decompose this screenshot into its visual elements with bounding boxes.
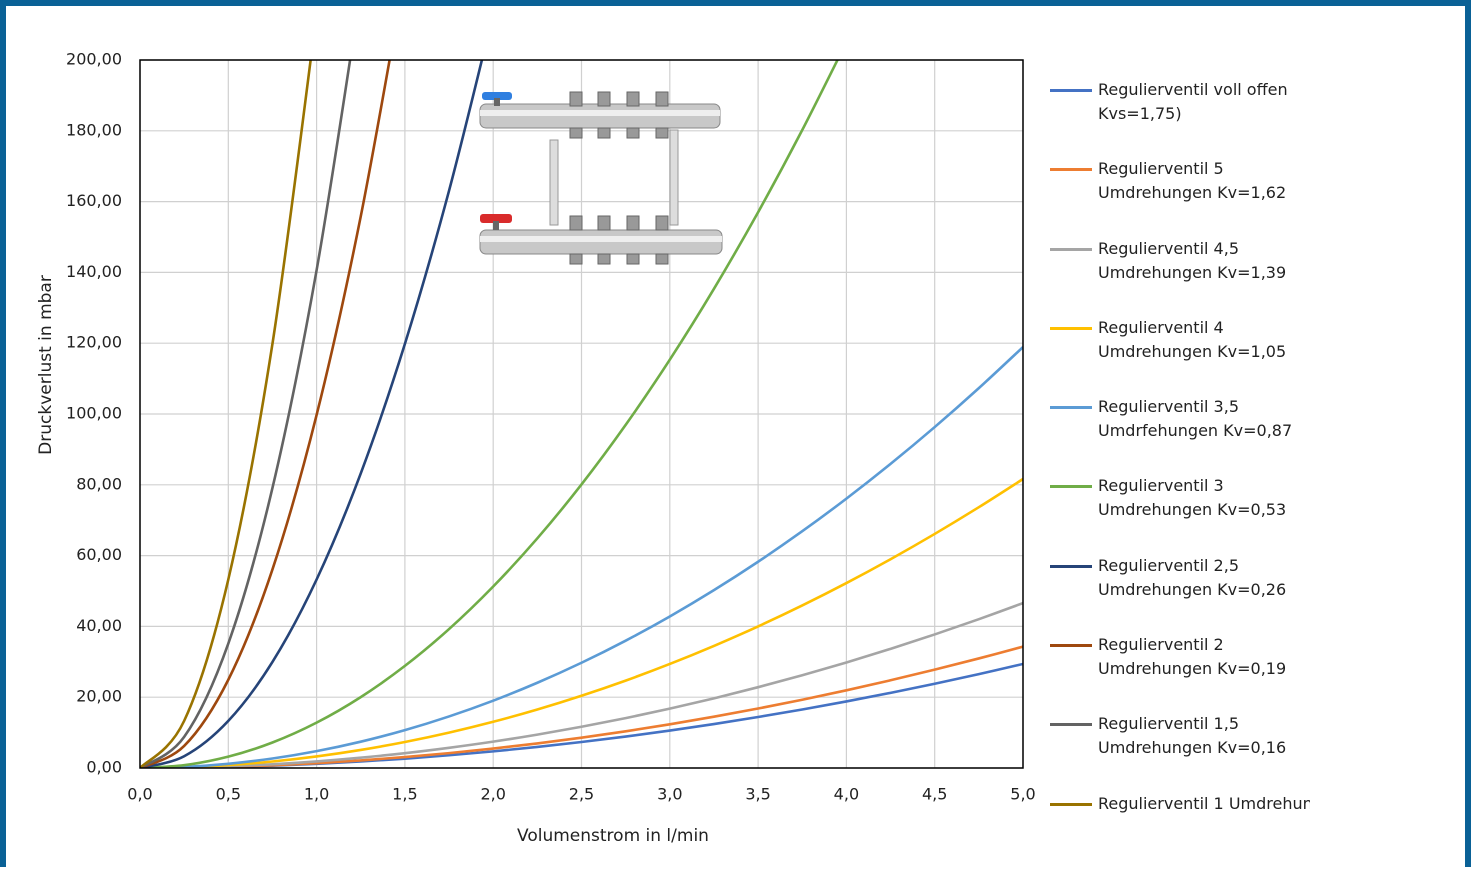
- legend-item: Regulierventil voll offen Kvs=1,75): [1050, 78, 1310, 157]
- legend-swatch: [1050, 564, 1092, 568]
- x-tick-label: 4,0: [834, 785, 859, 804]
- legend-label: Regulierventil 4 Umdrehungen Kv=1,05: [1098, 317, 1287, 361]
- y-tick-label: 80,00: [76, 474, 122, 493]
- y-tick-label: 160,00: [66, 191, 122, 210]
- legend-swatch: [1050, 247, 1092, 251]
- legend-swatch: [1050, 326, 1092, 330]
- manifold-image: [479, 91, 723, 265]
- x-tick-label: 0,0: [127, 785, 152, 804]
- series-line: [140, 346, 1023, 768]
- x-tick-label: 2,0: [480, 785, 505, 804]
- x-tick-label: 2,5: [569, 785, 594, 804]
- plot-lines: [140, 60, 1023, 768]
- y-tick-label: 20,00: [76, 687, 122, 706]
- legend-swatch: [1050, 89, 1092, 92]
- y-tick-label: 60,00: [76, 545, 122, 564]
- plot-frame: [139, 59, 1024, 769]
- legend-item: Regulierventil 2,5 Umdrehungen Kv=0,26: [1050, 554, 1310, 633]
- legend-label: Regulierventil voll offen Kvs=1,75): [1098, 80, 1288, 123]
- series-line: [140, 60, 312, 768]
- y-tick-label: 120,00: [66, 333, 122, 352]
- legend-swatch: [1050, 802, 1092, 806]
- series-line: [140, 60, 352, 768]
- legend-item: Regulierventil 1,5 Umdrehungen Kv=0,16: [1050, 712, 1310, 791]
- legend-item: Regulierventil 5 Umdrehungen Kv=1,62: [1050, 157, 1310, 236]
- legend-label: Regulierventil 3,5 Umdrfehungen Kv=0,87: [1098, 397, 1293, 441]
- legend-swatch: [1050, 406, 1092, 410]
- x-tick-label: 0,5: [216, 785, 241, 804]
- x-tick-label: 3,5: [745, 785, 770, 804]
- y-tick-label: 100,00: [66, 404, 122, 423]
- x-tick-label: 1,5: [392, 785, 417, 804]
- legend-label: Regulierventil 5 Umdrehungen Kv=1,62: [1098, 159, 1287, 203]
- series-line: [140, 601, 1023, 768]
- x-axis-title: Volumenstrom in l/min: [517, 826, 709, 846]
- legend-label: Regulierventil 4,5 Umdrehungen Kv=1,39: [1098, 238, 1287, 282]
- x-tick-label: 3,0: [657, 785, 682, 804]
- y-tick-label: 180,00: [66, 120, 122, 139]
- legend-label: Regulierventil 2 Umdrehungen Kv=0,19: [1098, 635, 1287, 679]
- x-tick-label: 4,5: [922, 785, 947, 804]
- legend-item: Regulierventil 1 Umdrehungen Kv=0,13: [1050, 792, 1310, 871]
- x-tick-label: 1,0: [304, 785, 329, 804]
- y-tick-label: 0,00: [86, 758, 122, 777]
- series-line: [140, 60, 839, 768]
- legend-label: Regulierventil 2,5 Umdrehungen Kv=0,26: [1098, 555, 1287, 599]
- legend-item: Regulierventil 2 Umdrehungen Kv=0,19: [1050, 633, 1310, 712]
- legend-item: Regulierventil 3 Umdrehungen Kv=0,53: [1050, 474, 1310, 553]
- legend-swatch: [1050, 644, 1092, 648]
- y-tick-label: 140,00: [66, 262, 122, 281]
- y-axis-title: Druckverlust in mbar: [36, 275, 56, 455]
- legend-swatch: [1050, 485, 1092, 489]
- legend-label: Regulierventil 3 Umdrehungen Kv=0,53: [1098, 476, 1287, 520]
- legend-swatch: [1050, 168, 1092, 172]
- legend-swatch: [1050, 723, 1092, 727]
- y-tick-label: 40,00: [76, 616, 122, 635]
- legend-item: Regulierventil 4 Umdrehungen Kv=1,05: [1050, 316, 1310, 395]
- y-tick-label: 200,00: [66, 50, 122, 69]
- x-tick-label: 5,0: [1010, 785, 1035, 804]
- series-line: [140, 60, 391, 768]
- series-line: [140, 477, 1023, 768]
- legend: Regulierventil voll offen Kvs=1,75) Regul…: [1050, 78, 1310, 871]
- legend-item: Regulierventil 3,5 Umdrfehungen Kv=0,87: [1050, 395, 1310, 474]
- legend-label: Regulierventil 1 Umdrehungen Kv=0,13: [1098, 793, 1310, 813]
- series-line: [140, 60, 484, 768]
- legend-item: Regulierventil 4,5 Umdrehungen Kv=1,39: [1050, 237, 1310, 316]
- legend-label: Regulierventil 1,5 Umdrehungen Kv=0,16: [1098, 714, 1287, 758]
